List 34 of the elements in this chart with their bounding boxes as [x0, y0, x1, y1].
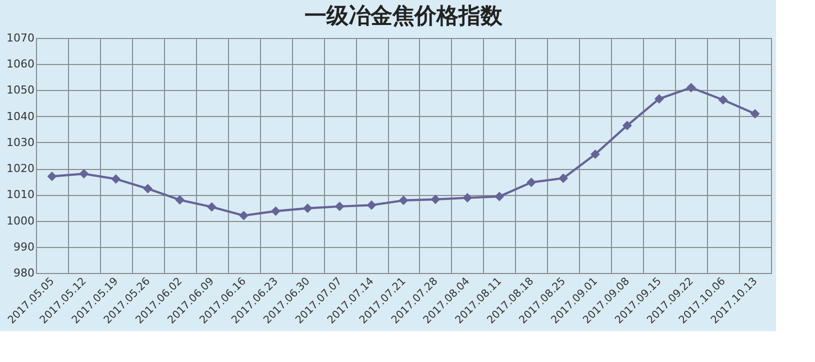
point: [143, 184, 153, 194]
y-tick-label: 1000: [6, 214, 34, 228]
point: [558, 173, 568, 183]
y-tick-label: 1020: [6, 162, 34, 176]
y-tick-label: 1070: [6, 32, 34, 44]
point: [111, 174, 121, 184]
chart-title: 一级冶金焦价格指数: [304, 4, 504, 29]
point: [334, 202, 344, 212]
point: [175, 195, 185, 205]
y-tick-label: 990: [14, 240, 34, 254]
y-tick-label: 1050: [6, 84, 34, 97]
y-tick-label: 1040: [6, 110, 34, 123]
point: [366, 200, 376, 210]
y-tick-label: 1030: [6, 136, 34, 149]
point: [79, 169, 89, 179]
y-tick-label: 980: [14, 266, 34, 280]
point: [750, 108, 760, 118]
point: [270, 206, 280, 216]
point: [398, 196, 408, 206]
point: [654, 94, 664, 104]
y-tick-label: 1060: [6, 58, 34, 71]
point: [718, 95, 728, 105]
point: [47, 172, 57, 182]
point: [526, 178, 536, 188]
point: [302, 204, 312, 213]
point: [590, 149, 600, 159]
y-tick-label: 1010: [6, 188, 34, 202]
point: [430, 194, 440, 204]
point: [207, 202, 217, 212]
point: [238, 210, 248, 220]
point: [622, 120, 632, 130]
point: [686, 82, 696, 92]
point: [462, 193, 472, 203]
point: [494, 192, 504, 202]
